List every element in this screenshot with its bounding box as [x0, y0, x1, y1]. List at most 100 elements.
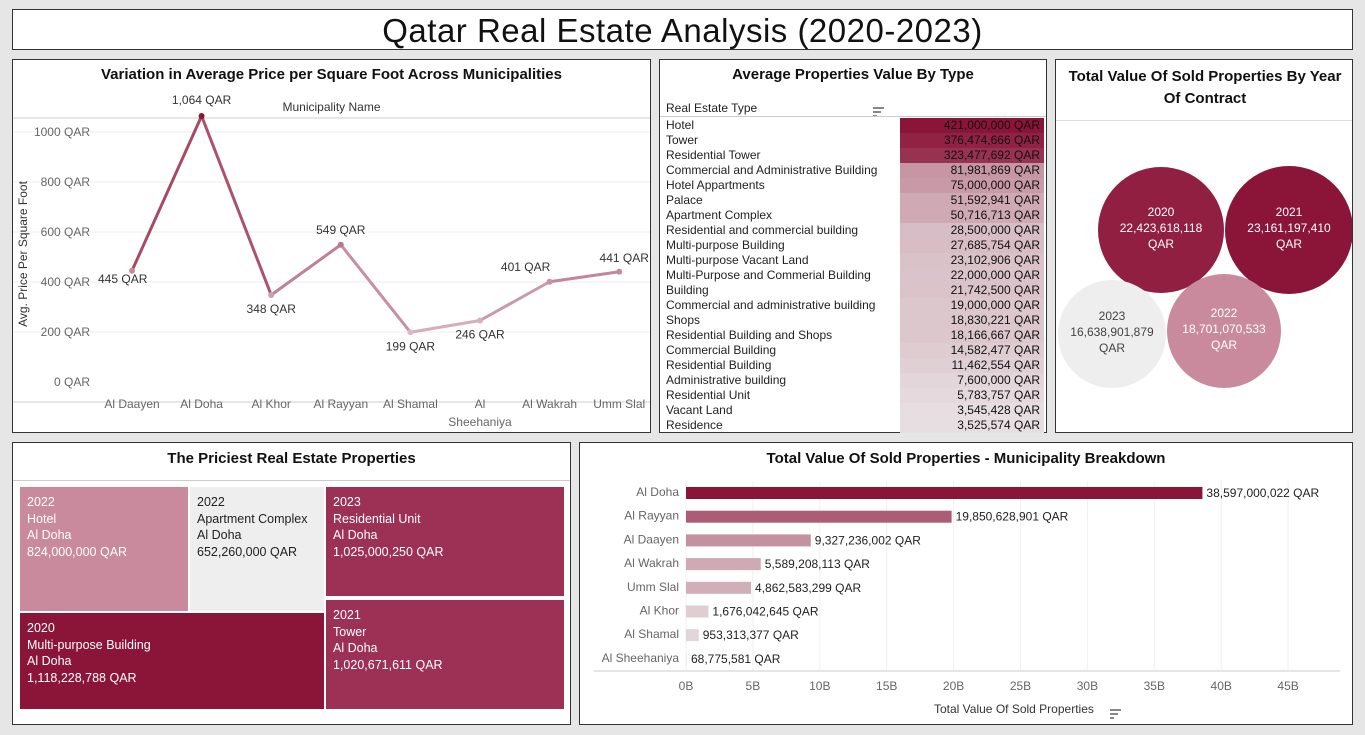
type-row[interactable]: Multi-purpose Building 27,685,754 QAR	[666, 238, 1044, 253]
type-name: Commercial and Administrative Building	[666, 163, 878, 177]
bar-x-tick-label: 45B	[1277, 679, 1298, 693]
type-row[interactable]: Vacant Land 3,545,428 QAR	[666, 403, 1044, 418]
line-series-segment	[478, 280, 552, 322]
line-point-label: 445 QAR	[98, 272, 148, 286]
type-value-cell: 3,525,574 QAR	[900, 418, 1044, 433]
type-row[interactable]: Residential Building 11,462,554 QAR	[666, 358, 1044, 373]
type-row[interactable]: Residential Unit 5,783,757 QAR	[666, 388, 1044, 403]
type-name: Commercial Building	[666, 343, 777, 357]
treemap-tile[interactable]: 2023 Residential Unit Al Doha 1,025,000,250…	[325, 486, 565, 597]
line-x-tick-label: Sheehaniya	[448, 415, 512, 429]
type-column-header: Real Estate Type	[666, 101, 758, 115]
type-name: Building	[666, 283, 709, 297]
line-series-segment	[408, 319, 482, 334]
bubble-2022	[1167, 274, 1281, 388]
type-row[interactable]: Residential and commercial building 28,50…	[666, 223, 1044, 238]
bubble-unit-label: QAR	[1276, 237, 1302, 251]
treemap-tile-year: 2022	[27, 495, 55, 509]
line-point	[129, 267, 135, 274]
type-name: Residential Tower	[666, 148, 761, 162]
type-value-cell: 421,000,000 QAR	[900, 118, 1044, 133]
type-row[interactable]: Multi-purpose Vacant Land 23,102,906 QAR	[666, 253, 1044, 268]
type-value-cell: 19,000,000 QAR	[900, 298, 1044, 313]
treemap-tile-municipality: Al Doha	[27, 654, 72, 668]
type-row[interactable]: Apartment Complex 50,716,713 QAR	[666, 208, 1044, 223]
bubble-year-label: 2022	[1211, 306, 1238, 320]
line-point	[198, 113, 205, 119]
line-chart-panel: Variation in Average Price per Square Fo…	[12, 59, 651, 433]
treemap-title: The Priciest Real Estate Properties	[167, 450, 416, 467]
treemap-tile-type: Tower	[333, 624, 367, 639]
type-row[interactable]: Administrative building 7,600,000 QAR	[666, 373, 1044, 388]
bar-category-label: Al Rayyan	[624, 509, 679, 523]
bar-chart-xlabel: Total Value Of Sold Properties	[934, 702, 1094, 716]
type-row[interactable]: Residential Building and Shops 18,166,667…	[666, 328, 1044, 343]
treemap-tile[interactable]: 2022 Hotel Al Doha 824,000,000 QAR	[19, 486, 189, 612]
bar-value-label: 38,597,000,022 QAR	[1206, 486, 1319, 500]
line-point	[268, 292, 275, 298]
bar-category-label: Al Doha	[636, 485, 679, 499]
line-y-tick-label: 0 QAR	[54, 375, 90, 389]
type-row[interactable]: Commercial and Administrative Building 81…	[666, 163, 1044, 178]
treemap-tile-value: 1,025,000,250 QAR	[333, 544, 444, 559]
type-row[interactable]: Hotel Appartments 75,000,000 QAR	[666, 178, 1044, 193]
line-x-tick-label: Al	[475, 397, 486, 411]
bar-x-tick-label: 15B	[876, 679, 897, 693]
bubble-chart-title: Total Value Of Sold Properties By Year O…	[1068, 68, 1342, 107]
line-point	[407, 329, 414, 336]
treemap-tile-type: Residential Unit	[333, 511, 421, 526]
treemap-tile-municipality: Al Doha	[27, 528, 72, 542]
type-value-cell: 14,582,477 QAR	[900, 343, 1044, 358]
bubble-year-label: 2020	[1148, 205, 1175, 219]
line-y-tick-label: 400 QAR	[41, 275, 91, 289]
line-x-tick-label: Al Shamal	[383, 397, 438, 411]
type-name: Residence	[666, 418, 723, 432]
type-table-panel: Average Properties Value By Type Real Es…	[659, 59, 1047, 433]
bar	[686, 558, 761, 571]
bar-x-tick-label: 0B	[679, 679, 694, 693]
type-row[interactable]: Multi-Purpose and Commerial Building 22,0…	[666, 268, 1044, 283]
treemap-tile-municipality: Al Doha	[197, 528, 242, 542]
type-value-cell: 11,462,554 QAR	[900, 358, 1044, 373]
type-value-cell: 23,102,906 QAR	[900, 253, 1044, 268]
bar-x-tick-label: 30B	[1077, 679, 1098, 693]
line-y-tick-label: 800 QAR	[41, 175, 91, 189]
bubble-value-label: 23,161,197,410	[1247, 221, 1331, 235]
bar-category-label: Al Khor	[640, 604, 679, 618]
treemap-tile-value: 824,000,000 QAR	[27, 544, 128, 559]
type-value-cell: 22,000,000 QAR	[900, 268, 1044, 283]
treemap-tile-municipality: Al Doha	[333, 528, 378, 542]
bar-chart-title: Total Value Of Sold Properties - Municip…	[766, 450, 1166, 467]
type-row[interactable]: Commercial Building 14,582,477 QAR	[666, 343, 1044, 358]
bar	[686, 487, 1203, 499]
bar-category-label: Al Sheehaniya	[602, 651, 680, 665]
type-row[interactable]: Commercial and administrative building 19…	[666, 298, 1044, 313]
line-point-label: 1,064 QAR	[172, 93, 232, 107]
bubble-chart-panel: Total Value Of Sold Properties By Year O…	[1055, 59, 1353, 433]
treemap-tile-municipality: Al Doha	[333, 641, 378, 655]
type-name: Commercial and administrative building	[666, 298, 876, 312]
type-row[interactable]: Building 21,742,500 QAR	[666, 283, 1044, 298]
type-name: Tower	[666, 133, 699, 147]
treemap-tile[interactable]: 2021 Tower Al Doha 1,020,671,611 QAR	[325, 599, 565, 710]
type-row[interactable]: Palace 51,592,941 QAR	[666, 193, 1044, 208]
type-row[interactable]: Residence 3,525,574 QAR	[666, 418, 1044, 433]
bar-x-tick-label: 20B	[943, 679, 964, 693]
type-row[interactable]: Shops 18,830,221 QAR	[666, 313, 1044, 328]
line-point	[337, 241, 344, 248]
treemap-tile[interactable]: 2022 Apartment Complex Al Doha 652,260,000 …	[189, 486, 325, 612]
bar-sort-icon[interactable]	[1110, 704, 1122, 719]
line-x-tick-label: Al Doha	[180, 397, 223, 411]
sort-icon[interactable]	[873, 102, 885, 117]
line-point-label: 199 QAR	[386, 339, 436, 353]
type-row[interactable]: Tower 376,474,666 QAR	[666, 133, 1044, 148]
type-row[interactable]: Residential Tower 323,477,692 QAR	[666, 148, 1044, 163]
type-row[interactable]: Hotel 421,000,000 QAR	[666, 118, 1044, 133]
treemap-tile-year: 2020	[27, 621, 55, 635]
line-point-label: 348 QAR	[247, 302, 297, 316]
treemap-tile-year: 2021	[333, 608, 361, 622]
treemap-tile-type: Apartment Complex	[197, 511, 308, 526]
line-x-tick-label: Al Daayen	[104, 397, 159, 411]
treemap-tile[interactable]: 2020 Multi-purpose Building Al Doha 1,118,2…	[19, 612, 325, 710]
bar-x-tick-label: 25B	[1010, 679, 1031, 693]
